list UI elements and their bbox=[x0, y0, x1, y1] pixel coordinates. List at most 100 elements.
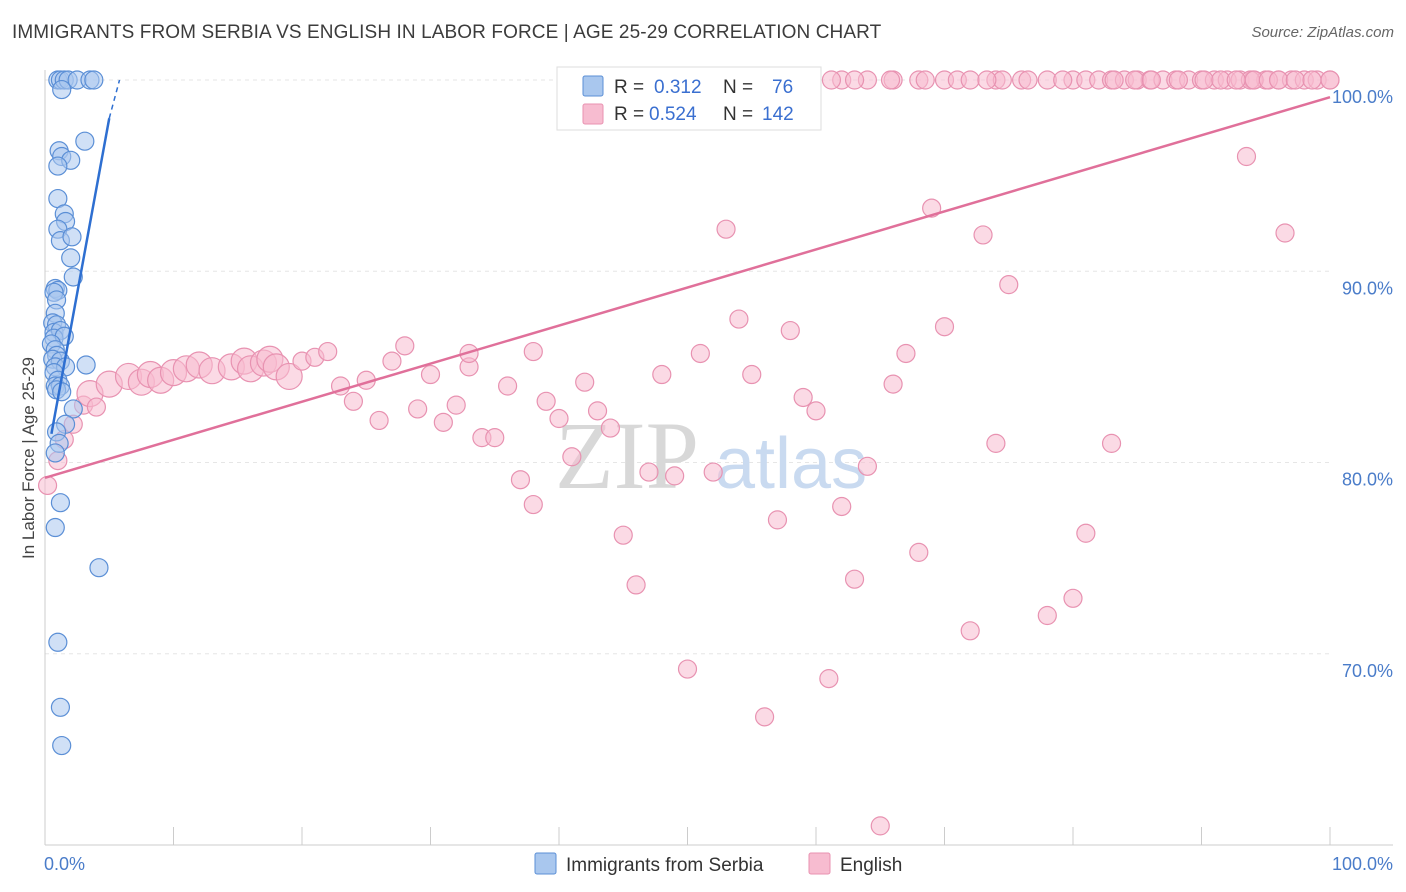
legend-swatch-serbia bbox=[582, 75, 604, 97]
serbia-point-18 bbox=[62, 227, 82, 247]
english-point-49 bbox=[626, 575, 646, 595]
legend-n-label-english: N = bbox=[723, 104, 753, 125]
english-point-69 bbox=[883, 374, 903, 394]
english-point-75 bbox=[973, 225, 993, 245]
english-point-42 bbox=[536, 391, 556, 411]
serbia-point-12 bbox=[48, 156, 68, 176]
serbia-point-55 bbox=[50, 697, 71, 717]
legend-r-value-english: 0.524 bbox=[649, 104, 697, 125]
english-point-50 bbox=[639, 462, 659, 482]
english-point-65 bbox=[832, 496, 852, 517]
y-tick-label-1: 90.0% bbox=[1342, 278, 1393, 298]
y-tick-label-3: 70.0% bbox=[1342, 661, 1393, 681]
x-tick-label-max: 100.0% bbox=[1332, 854, 1393, 874]
serbia-trend-line bbox=[50, 118, 111, 435]
english-point-63 bbox=[806, 401, 826, 421]
serbia-point-20 bbox=[63, 267, 83, 287]
english-point-135 bbox=[915, 70, 935, 90]
english-point-116 bbox=[1275, 223, 1295, 243]
english-point-30 bbox=[382, 351, 402, 371]
english-point-134 bbox=[977, 70, 997, 90]
english-point-73 bbox=[934, 317, 955, 337]
english-point-48 bbox=[613, 525, 633, 545]
english-point-64 bbox=[819, 669, 839, 689]
english-point-121 bbox=[1141, 70, 1161, 90]
english-point-68 bbox=[870, 816, 890, 836]
bottom-legend-swatch-english bbox=[808, 852, 831, 875]
english-point-6 bbox=[86, 397, 107, 417]
legend-r-value-serbia: 0.312 bbox=[654, 77, 702, 98]
english-point-132 bbox=[1018, 70, 1038, 90]
english-point-46 bbox=[587, 401, 608, 421]
english-point-29 bbox=[369, 410, 389, 431]
english-point-129 bbox=[1285, 70, 1305, 90]
legend-r-label-english: R = bbox=[614, 104, 644, 125]
english-point-0 bbox=[37, 475, 58, 496]
serbia-point-8 bbox=[75, 131, 95, 151]
english-point-39 bbox=[498, 376, 518, 396]
english-point-67 bbox=[857, 456, 878, 476]
serbia-point-54 bbox=[48, 632, 68, 652]
chart-title: IMMIGRANTS FROM SERBIA VS ENGLISH IN LAB… bbox=[12, 22, 882, 43]
english-point-66 bbox=[844, 569, 865, 589]
english-point-32 bbox=[408, 399, 428, 419]
chart-source: Source: ZipAtlas.com bbox=[1251, 24, 1394, 41]
english-point-54 bbox=[690, 343, 710, 364]
serbia-point-39 bbox=[76, 355, 96, 375]
english-point-59 bbox=[754, 707, 775, 727]
english-point-27 bbox=[343, 391, 363, 411]
english-point-52 bbox=[665, 466, 685, 486]
english-point-125 bbox=[1226, 70, 1246, 90]
serbia-point-19 bbox=[61, 248, 81, 268]
legend-n-label-serbia: N = bbox=[723, 77, 753, 98]
english-point-34 bbox=[433, 412, 453, 432]
english-point-138 bbox=[821, 70, 842, 90]
english-point-78 bbox=[1037, 605, 1057, 626]
english-point-137 bbox=[844, 70, 865, 90]
serbia-trend-line-extension bbox=[108, 79, 121, 119]
english-point-130 bbox=[1302, 70, 1322, 90]
english-point-43 bbox=[549, 408, 569, 429]
english-point-51 bbox=[652, 364, 672, 385]
english-point-58 bbox=[742, 364, 762, 385]
english-point-120 bbox=[1125, 70, 1145, 90]
english-point-128 bbox=[1268, 70, 1289, 90]
bottom-legend-label-english: English bbox=[840, 855, 902, 876]
serbia-point-45 bbox=[52, 382, 72, 402]
english-point-81 bbox=[1101, 433, 1122, 453]
legend-swatch-english bbox=[582, 103, 604, 125]
english-point-33 bbox=[420, 364, 441, 385]
serbia-point-46 bbox=[63, 399, 83, 419]
trend-lines bbox=[44, 79, 1331, 479]
english-point-53 bbox=[677, 659, 698, 679]
english-point-31 bbox=[395, 336, 415, 356]
english-point-77 bbox=[999, 275, 1019, 295]
english-point-115 bbox=[1236, 146, 1257, 167]
english-point-47 bbox=[600, 418, 621, 438]
english-point-122 bbox=[1168, 70, 1188, 90]
english-point-71 bbox=[909, 542, 929, 562]
axes bbox=[44, 70, 1393, 846]
english-point-131 bbox=[1320, 70, 1340, 90]
english-point-40 bbox=[510, 470, 531, 490]
english-point-62 bbox=[793, 387, 813, 408]
english-point-60 bbox=[767, 510, 788, 530]
english-point-41 bbox=[523, 494, 543, 515]
bottom-legend-swatch-serbia bbox=[534, 852, 557, 875]
serbia-point-52 bbox=[45, 517, 65, 538]
english-point-45 bbox=[575, 372, 595, 392]
english-point-90 bbox=[960, 70, 980, 90]
english-point-70 bbox=[896, 343, 916, 364]
y-tick-labels: 100.0% 90.0% 80.0% 70.0% bbox=[1332, 87, 1393, 681]
x-tick-label-min: 0.0% bbox=[44, 854, 85, 874]
english-point-119 bbox=[1104, 70, 1124, 90]
serbia-point-56 bbox=[52, 735, 72, 756]
english-point-79 bbox=[1063, 588, 1083, 608]
y-tick-label-0: 100.0% bbox=[1332, 87, 1393, 107]
legend-n-value-english: 142 bbox=[762, 104, 794, 125]
english-point-123 bbox=[1194, 70, 1214, 90]
english-point-55 bbox=[703, 462, 723, 482]
y-axis-label: In Labor Force | Age 25-29 bbox=[19, 357, 38, 559]
serbia-point-50 bbox=[45, 443, 65, 463]
